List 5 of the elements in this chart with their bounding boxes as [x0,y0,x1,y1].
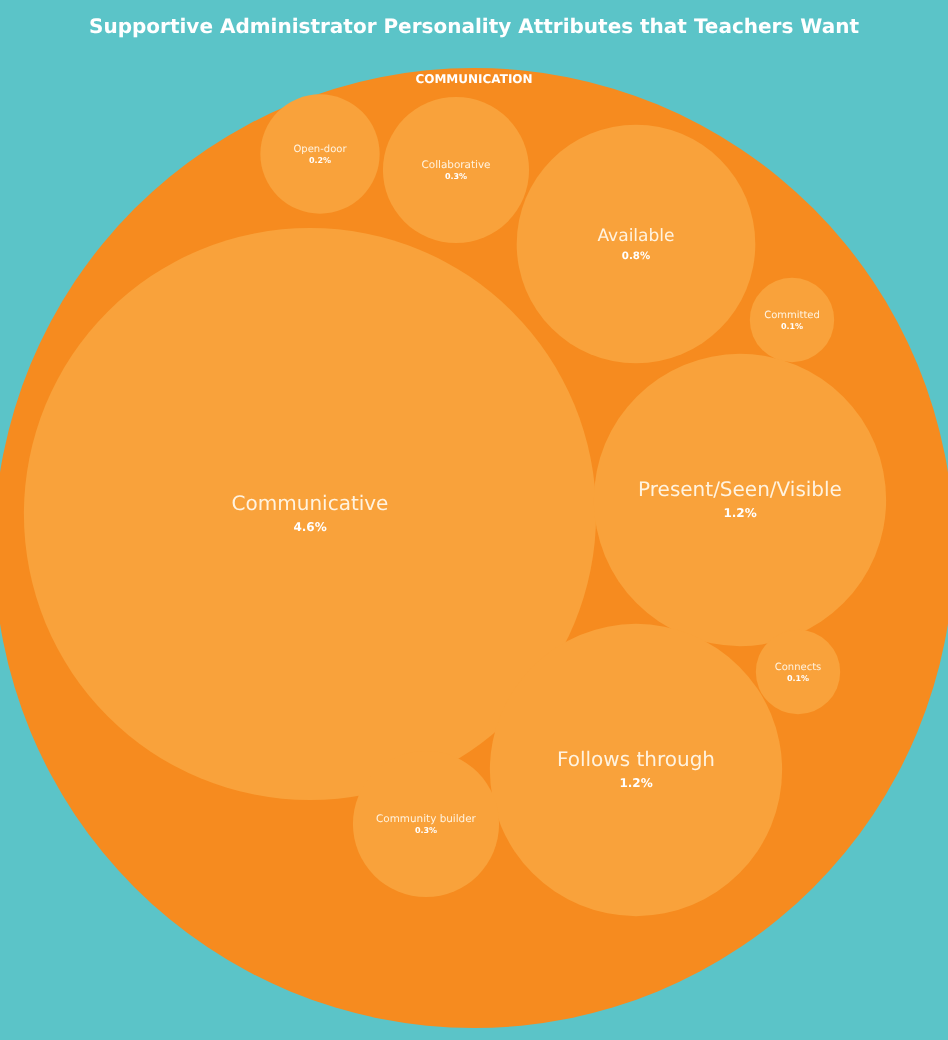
category-label: Available [597,226,675,247]
category-label: Present/Seen/Visible [638,480,842,503]
category-label: Communicative [231,494,389,517]
category-label: Follows through [556,750,716,773]
text: Supportive Administrator Personality Attributes that Teachers Want [89,17,860,40]
